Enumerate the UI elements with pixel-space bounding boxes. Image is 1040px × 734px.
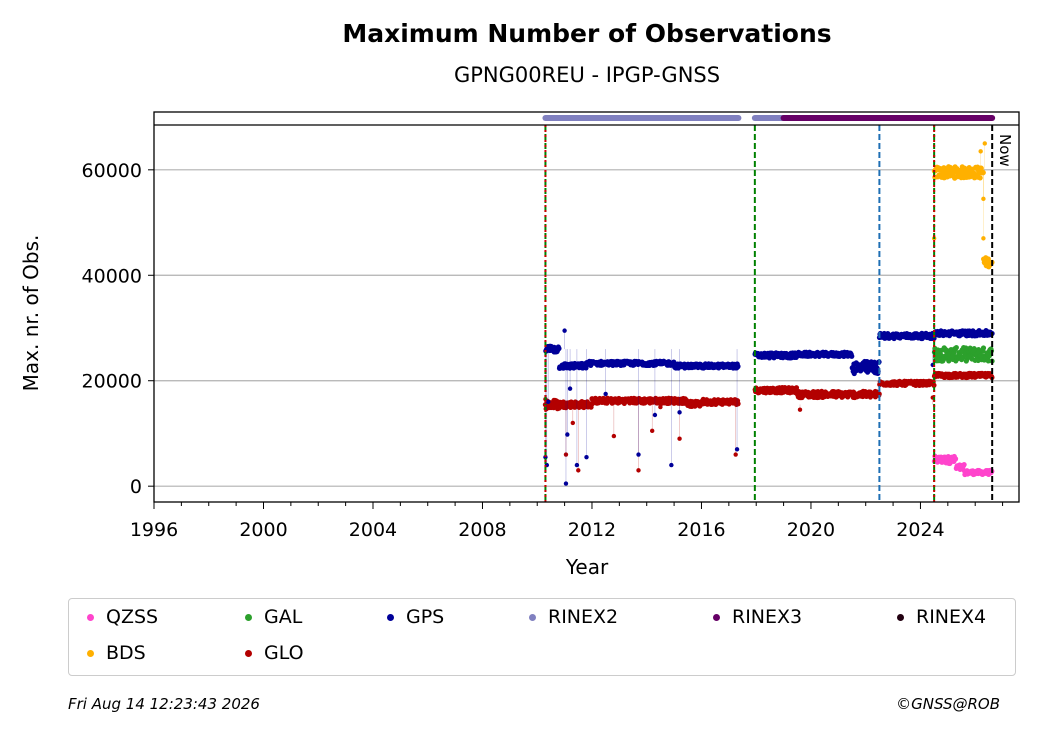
legend-marker (897, 613, 904, 621)
legend-label: GLO (264, 642, 304, 664)
outlier-gps (603, 391, 608, 397)
legend-marker (245, 613, 252, 621)
y-tick-label-2: 40000 (82, 265, 142, 287)
y-tick-label-3: 60000 (82, 160, 142, 182)
outlier-gps (669, 462, 674, 468)
series-qzss (931, 453, 995, 478)
outlier-gps (636, 452, 641, 457)
legend: QZSS BDS GAL GLO GPS RINEX2 RINEX3 RINEX4 (68, 598, 1016, 676)
outlier-glo (570, 420, 576, 426)
legend-label: BDS (106, 642, 146, 664)
legend-marker (387, 613, 394, 621)
legend-marker (87, 649, 94, 657)
legend-item-qzss: QZSS (87, 606, 158, 628)
outlier-gps (652, 412, 658, 418)
legend-item-bds: BDS (87, 642, 146, 664)
outlier-bds (982, 141, 987, 146)
chart-title: Maximum Number of Observations (342, 19, 831, 48)
outlier-gps (562, 328, 567, 333)
footer-timestamp: Fri Aug 14 12:23:43 2026 (68, 695, 260, 713)
point-gal (986, 352, 993, 359)
legend-marker (529, 613, 536, 621)
outlier-glo (649, 428, 655, 434)
x-tick-label-2024: 2024 (896, 519, 944, 541)
series-bds (931, 141, 995, 270)
outlier-gps (567, 386, 573, 391)
legend-item-rinex2: RINEX2 (529, 606, 618, 628)
outlier-glo (733, 452, 738, 457)
legend-label: RINEX3 (732, 606, 803, 628)
x-tick-label-2008: 2008 (458, 519, 506, 541)
y-axis-label: Max. nr. of Obs. (19, 235, 43, 392)
y-tick-label-0: 0 (130, 476, 142, 498)
legend-item-gps: GPS (387, 606, 444, 628)
outlier-gps (584, 454, 589, 460)
legend-item-rinex4: RINEX4 (897, 606, 986, 628)
outlier-gps (574, 462, 580, 468)
outlier-glo (677, 436, 682, 441)
now-label: Now (996, 134, 1014, 167)
point-gal (953, 344, 959, 351)
legend-label: GAL (264, 606, 303, 628)
point-glo (876, 391, 882, 397)
legend-label: RINEX2 (548, 606, 619, 628)
point-gal (944, 347, 950, 353)
outlier-glo (636, 468, 641, 473)
outlier-glo (611, 433, 617, 439)
chart: Maximum Number of Observations GPNG00REU… (19, 19, 1020, 579)
outlier-gps (565, 432, 570, 437)
x-tick-label-2016: 2016 (677, 519, 725, 541)
outlier-gps (563, 481, 569, 486)
series-gps (543, 328, 995, 486)
legend-marker (713, 613, 720, 621)
x-tick-label-1996: 1996 (130, 519, 178, 541)
point-gps (849, 353, 855, 359)
legend-item-gal: GAL (245, 606, 302, 628)
x-tick-label-2000: 2000 (239, 519, 287, 541)
point-gal (985, 358, 991, 364)
point-gal (940, 356, 947, 362)
outlier-gps (545, 399, 551, 405)
point-glo (793, 385, 800, 391)
point-qzss (952, 456, 959, 462)
series-glo (542, 370, 995, 473)
outlier-gps (543, 454, 548, 460)
legend-label: QZSS (106, 606, 159, 628)
legend-marker (245, 649, 252, 657)
point-bds (985, 256, 991, 262)
outlier-glo (658, 404, 663, 410)
x-axis-label: Year (565, 555, 609, 579)
series-gal (931, 344, 995, 364)
legend-label: GPS (406, 606, 445, 628)
x-tick-label-2004: 2004 (349, 519, 397, 541)
x-tick-label-2020: 2020 (787, 519, 835, 541)
point-bds (977, 175, 983, 181)
outlier-gps (734, 447, 740, 452)
outlier-glo (797, 407, 803, 412)
point-gal (980, 345, 987, 351)
outlier-glo (576, 468, 581, 473)
footer-copyright: ©GNSS@ROB (896, 695, 1000, 713)
point-gps (735, 363, 741, 369)
plot-frame (153, 111, 1020, 503)
x-tick-label-2012: 2012 (568, 519, 616, 541)
legend-item-glo: GLO (245, 642, 304, 664)
y-tick-label-1: 20000 (82, 371, 142, 393)
point-gps (556, 345, 562, 352)
legend-label: RINEX4 (916, 606, 987, 628)
outlier-gps (677, 410, 682, 415)
point-qzss (961, 461, 967, 468)
outlier-bds (978, 149, 983, 154)
point-glo (735, 401, 741, 407)
legend-item-rinex3: RINEX3 (713, 606, 802, 628)
legend-marker (87, 613, 94, 621)
chart-subtitle: GPNG00REU - IPGP-GNSS (454, 63, 720, 87)
outlier-bds (981, 236, 986, 241)
